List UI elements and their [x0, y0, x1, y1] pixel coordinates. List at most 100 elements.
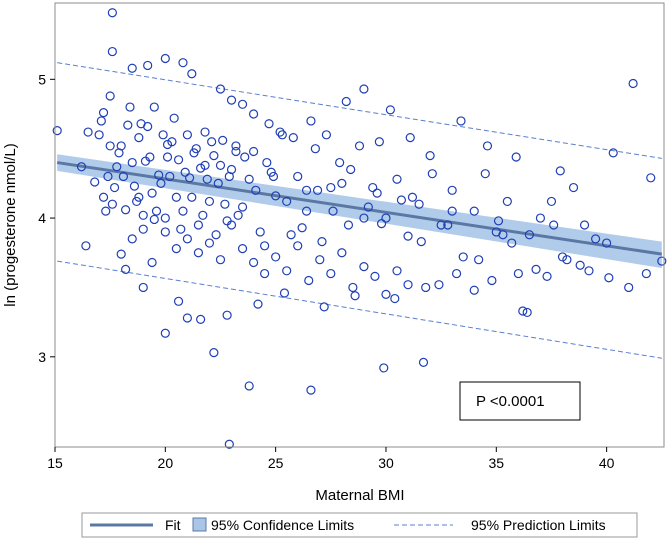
data-point: [260, 268, 270, 279]
data-point: [200, 160, 210, 170]
data-point: [158, 130, 168, 140]
data-point: [213, 178, 223, 188]
data-point: [646, 173, 656, 183]
data-point: [101, 206, 111, 216]
data-point: [288, 132, 298, 143]
data-point: [149, 102, 159, 112]
data-point: [421, 282, 431, 293]
y-tick-label: 5: [38, 71, 46, 87]
data-point: [584, 266, 594, 276]
data-point: [511, 152, 521, 162]
data-point: [502, 196, 512, 207]
prediction-lower-line: [57, 260, 662, 359]
data-point: [167, 137, 177, 147]
data-point: [326, 182, 336, 193]
data-point: [224, 171, 234, 182]
data-point: [202, 174, 212, 184]
data-point: [304, 275, 314, 286]
data-point: [224, 439, 234, 449]
data-point: [315, 255, 325, 265]
data-point: [204, 238, 215, 248]
data-point: [237, 202, 248, 212]
data-point: [173, 296, 184, 306]
data-point: [231, 141, 241, 151]
data-point: [575, 260, 585, 270]
data-point: [248, 146, 259, 157]
data-point: [107, 199, 117, 209]
data-point: [319, 302, 329, 312]
data-point: [372, 188, 382, 198]
axis-layer: 15 20 25 30 35 40 3 4 5: [38, 71, 614, 471]
plot-frame: [54, 2, 665, 448]
x-tick-label: 30: [378, 455, 394, 471]
data-point: [403, 231, 413, 241]
fit-line: [56, 161, 663, 256]
data-point: [531, 264, 541, 274]
data-point: [118, 171, 129, 182]
data-point: [251, 185, 261, 195]
data-point: [279, 288, 290, 298]
data-point: [396, 195, 407, 205]
data-point: [125, 102, 135, 112]
data-point: [237, 99, 248, 109]
data-point: [268, 171, 279, 182]
data-point: [103, 171, 113, 182]
data-point: [215, 84, 226, 94]
data-point: [253, 299, 263, 309]
data-point: [184, 173, 195, 183]
x-tick-label: 25: [268, 455, 284, 471]
data-point: [121, 264, 131, 274]
data-point: [129, 181, 140, 191]
data-point: [138, 210, 148, 220]
data-point: [374, 137, 384, 147]
data-point: [171, 243, 181, 254]
data-point: [447, 206, 457, 216]
prediction-upper-line: [57, 62, 662, 159]
data-point: [76, 162, 87, 172]
data-point: [262, 157, 272, 168]
data-point: [493, 216, 504, 226]
data-point: [178, 58, 188, 68]
data-point: [348, 282, 358, 293]
data-point: [178, 206, 188, 216]
data-point: [350, 291, 360, 301]
data-point: [264, 119, 274, 129]
data-point: [390, 293, 400, 304]
data-point: [310, 144, 320, 154]
data-point: [147, 188, 157, 198]
data-point: [328, 206, 338, 216]
legend-frame: [81, 512, 638, 538]
data-point: [156, 178, 166, 188]
data-point: [149, 214, 159, 225]
data-point: [109, 182, 120, 193]
data-point: [416, 237, 426, 247]
data-point: [226, 220, 237, 230]
data-point: [220, 199, 230, 209]
data-point: [368, 182, 378, 193]
legend-prediction-label: 95% Prediction Limits: [471, 517, 606, 533]
data-point: [237, 243, 248, 254]
y-tick-label: 4: [38, 210, 46, 226]
data-point: [474, 255, 484, 265]
data-point: [602, 238, 612, 248]
data-point: [518, 306, 528, 316]
data-point: [165, 171, 175, 182]
data-point: [469, 285, 479, 295]
data-point: [376, 219, 387, 229]
data-point: [138, 224, 148, 234]
data-point: [359, 84, 369, 94]
data-point: [226, 95, 237, 105]
data-point: [105, 91, 115, 101]
data-point: [425, 151, 435, 161]
data-point: [154, 170, 164, 180]
data-point: [354, 141, 365, 151]
data-point: [427, 169, 437, 179]
data-point: [469, 206, 479, 216]
data-point: [498, 230, 508, 240]
data-point: [628, 78, 638, 89]
data-point: [513, 268, 523, 279]
data-point: [160, 213, 170, 223]
data-point: [282, 196, 292, 207]
data-point: [90, 177, 100, 187]
